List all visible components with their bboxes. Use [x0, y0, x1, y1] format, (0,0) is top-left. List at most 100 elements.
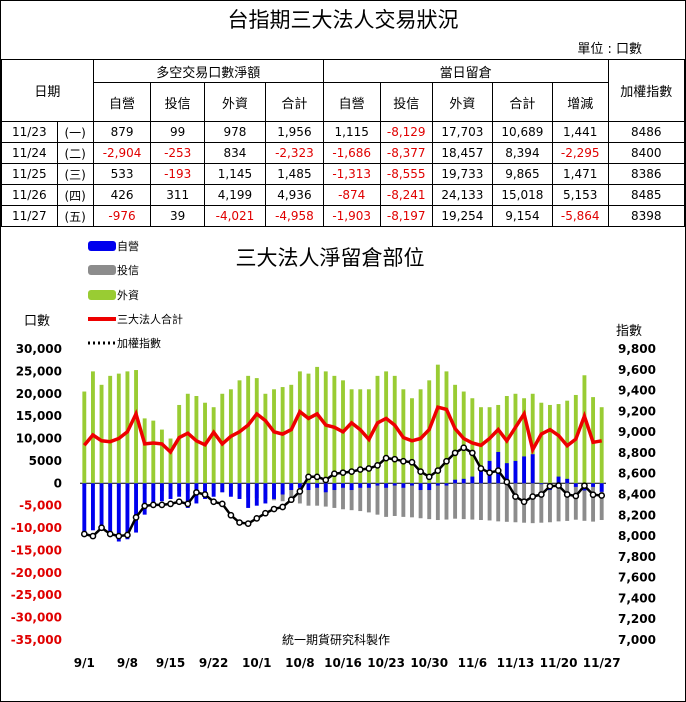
value-cell: 8,394 [491, 142, 553, 164]
right-tick-label: 9,200 [618, 404, 656, 418]
index-point [374, 462, 381, 469]
value-cell: 879 [92, 121, 152, 143]
bar-dealer [220, 483, 225, 493]
value-cell: -976 [92, 205, 152, 227]
bar-dealer [211, 483, 216, 497]
x-tick-label: 9/22 [199, 656, 228, 670]
left-tick-label: -15,000 [11, 543, 62, 557]
bar-dealer [384, 483, 389, 488]
x-tick-label: 11/6 [458, 656, 487, 670]
bar-foreign [99, 384, 104, 484]
right-tick-label: 8,800 [618, 446, 656, 460]
bar-dealer [513, 460, 518, 484]
bar-dealer [203, 483, 207, 499]
index-point [339, 469, 347, 477]
value-cell: -8,377 [379, 142, 433, 164]
bar-foreign [522, 398, 527, 484]
value-cell: 533 [92, 163, 152, 185]
bar-trust [349, 483, 354, 511]
bar-dealer [168, 483, 173, 499]
value-cell: -2,904 [92, 142, 152, 164]
bar-trust [453, 483, 458, 519]
bar-dealer [185, 483, 190, 508]
index-point [253, 515, 261, 522]
bar-dealer [254, 483, 259, 506]
bar-foreign [185, 393, 190, 484]
index-point [296, 488, 304, 495]
index-point [124, 531, 131, 539]
left-tick-label: -35,000 [11, 633, 62, 647]
right-tick-label: 8,000 [618, 529, 656, 543]
bar-foreign [151, 420, 156, 484]
index-point [382, 454, 390, 462]
bar-foreign [306, 373, 311, 484]
bar-foreign [134, 370, 138, 484]
bar-trust [444, 483, 449, 520]
bar-dealer [530, 454, 535, 484]
left-tick-label: -5,000 [19, 499, 62, 513]
bar-trust [358, 483, 363, 512]
bar-dealer [177, 483, 182, 497]
value-cell: 426 [92, 184, 152, 206]
bar-dealer [444, 483, 449, 486]
bar-dealer [573, 483, 578, 487]
bar-foreign [358, 389, 363, 484]
bar-dealer [306, 483, 311, 491]
index-point [270, 505, 278, 513]
value-cell: 978 [203, 121, 267, 143]
bar-dealer [504, 463, 509, 484]
bar-trust [435, 483, 440, 521]
bar-dealer [142, 483, 147, 515]
bar-trust [599, 483, 604, 521]
right-tick-label: 9,800 [618, 342, 656, 356]
value-cell: 4,936 [265, 184, 324, 206]
bar-dealer [479, 469, 483, 484]
bar-foreign [556, 404, 561, 484]
index-point [443, 457, 450, 465]
right-tick-label: 7,200 [618, 612, 656, 626]
value-cell: -1,903 [322, 205, 381, 227]
right-tick-label: 8,600 [618, 467, 656, 481]
index-point [494, 467, 502, 474]
weekday-cell: (四) [56, 184, 94, 206]
index-point [218, 500, 226, 508]
page-title: 台指期三大法人交易狀況 [227, 8, 459, 32]
index-point [503, 478, 511, 486]
bar-dealer [246, 483, 251, 508]
bar-dealer [522, 456, 527, 484]
column-header: 外資 [431, 82, 493, 122]
value-cell: 4,199 [203, 184, 267, 206]
value-cell: 8386 [607, 163, 686, 185]
bar-foreign [116, 373, 121, 484]
weekday-cell: (二) [56, 142, 94, 164]
value-cell: 5,153 [551, 184, 609, 206]
right-tick-label: 9,400 [618, 384, 656, 398]
date-cell: 11/26 [1, 184, 58, 206]
left-tick-label: 20,000 [16, 387, 62, 401]
index-point [417, 468, 424, 475]
index-point [313, 473, 321, 481]
value-cell: -1,313 [322, 163, 381, 185]
bar-foreign [90, 371, 95, 484]
index-point [408, 458, 416, 466]
table-row: 11/24 (二) -2,904 -253 834 -2,323 -1,686 -8,377 1… [1, 142, 686, 164]
bar-dealer [470, 476, 475, 484]
bar-dealer [151, 483, 156, 506]
left-tick-label: -25,000 [11, 588, 62, 602]
bar-dealer [410, 483, 414, 486]
bar-trust [427, 483, 432, 520]
bar-trust [565, 483, 570, 521]
open-interest-header: 當日留倉 [322, 59, 609, 83]
weekday-cell: (三) [56, 163, 94, 185]
index-point [80, 530, 88, 538]
right-tick-label: 7,400 [618, 591, 656, 605]
bar-dealer [565, 478, 570, 484]
bar-foreign [220, 393, 225, 484]
bar-foreign [599, 407, 604, 484]
right-axis-label: 指數 [616, 324, 642, 339]
table-row: 11/23 (一) 879 99 978 1,956 1,115 -8,129 17,703 10… [1, 121, 686, 143]
bar-foreign [211, 407, 216, 484]
bar-foreign [168, 438, 173, 484]
index-point [348, 468, 355, 475]
x-tick-label: 11/27 [583, 656, 621, 670]
